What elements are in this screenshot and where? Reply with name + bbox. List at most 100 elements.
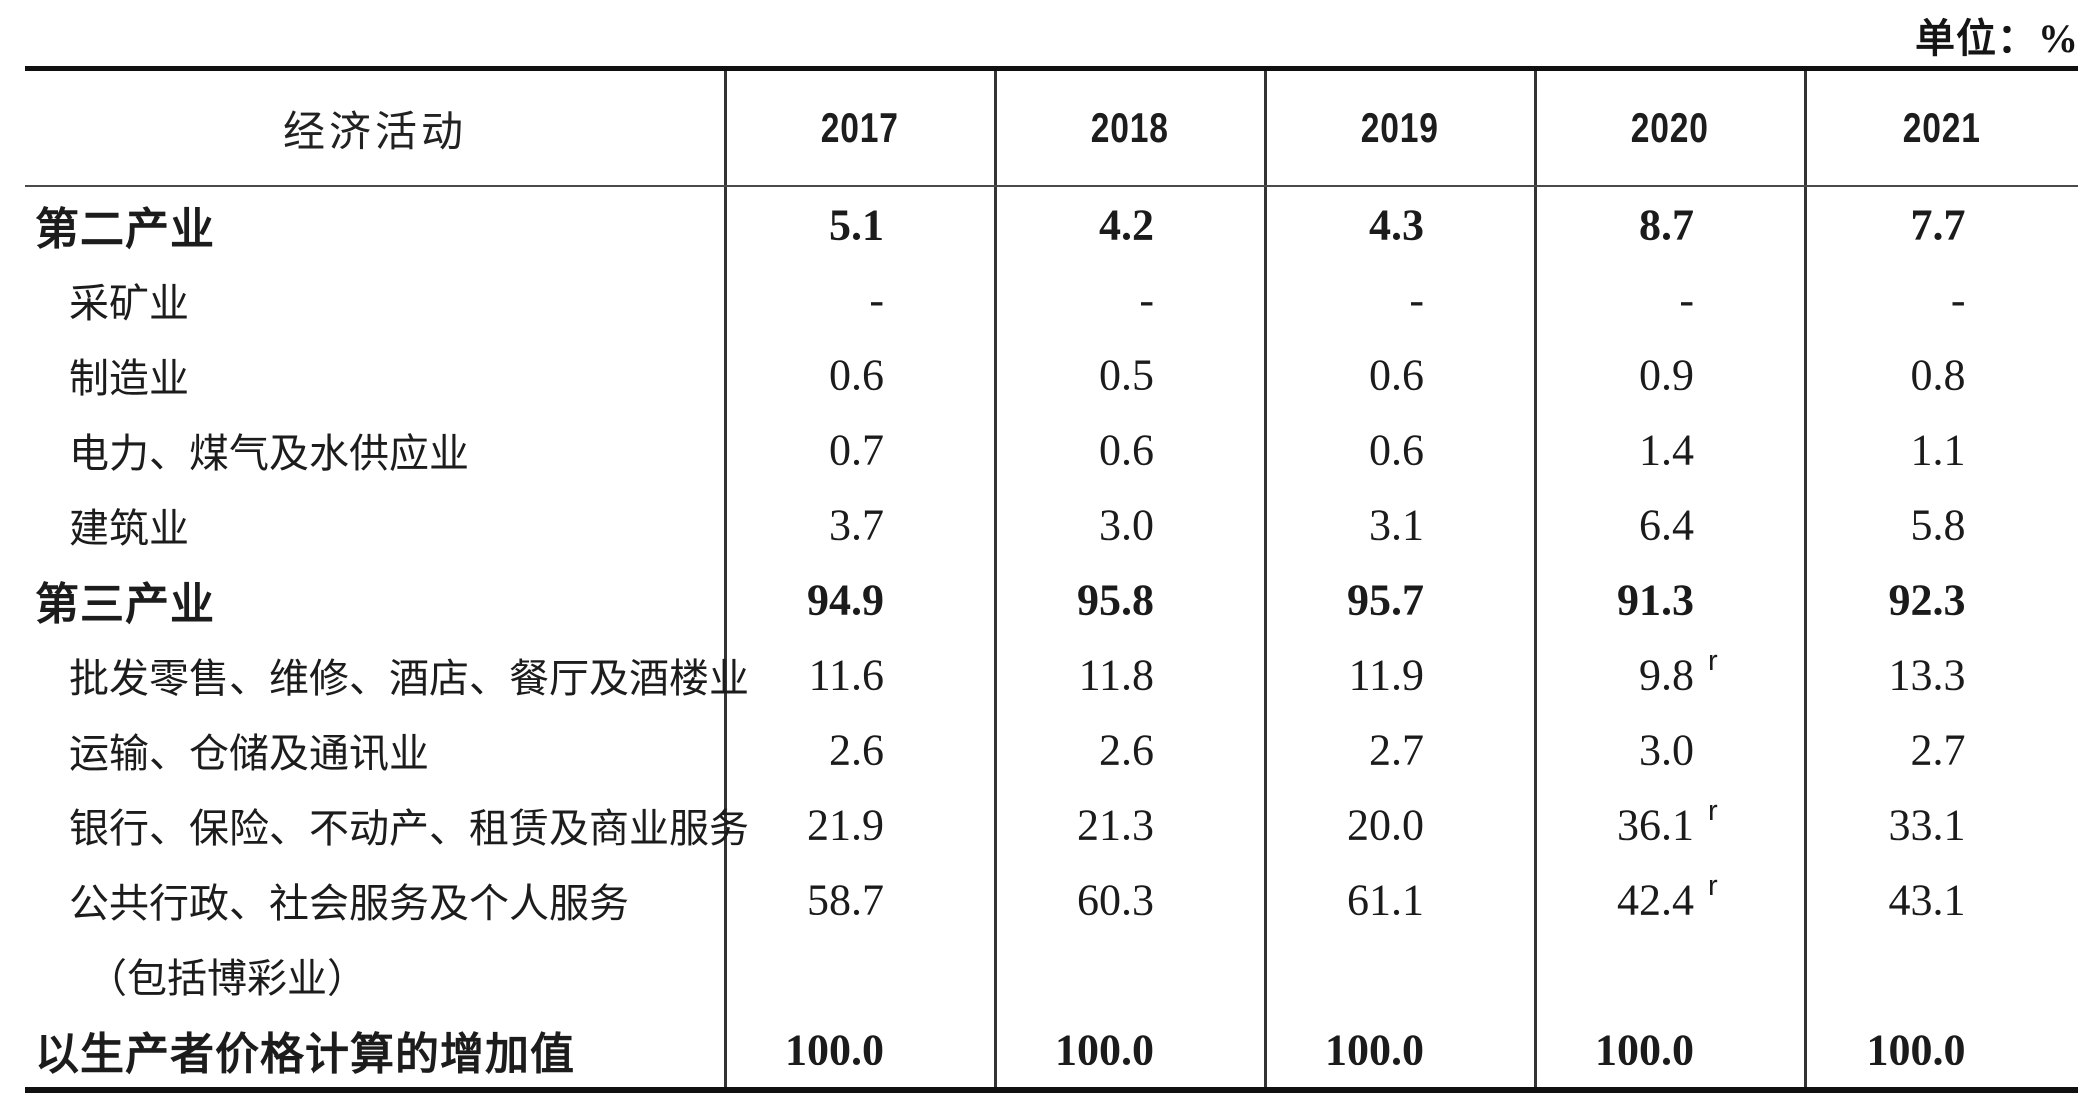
revised-marker: r xyxy=(1708,870,1718,902)
column-divider xyxy=(1804,71,1807,1087)
value-cell: 33.1 xyxy=(1805,787,2078,862)
value: 9.8 xyxy=(1639,650,1694,699)
value-cell: 11.8 xyxy=(995,637,1265,712)
value-cell: 58.7 xyxy=(725,862,995,937)
value-cell: - xyxy=(1265,262,1535,337)
value: 0.5 xyxy=(1099,350,1154,399)
value-cell: - xyxy=(1805,262,2078,337)
value: 5.8 xyxy=(1910,500,1966,549)
value: 100.0 xyxy=(1055,1025,1154,1074)
table-row: （包括博彩业） xyxy=(25,937,2078,1012)
value: 61.1 xyxy=(1347,875,1424,924)
value: 2.7 xyxy=(1910,725,1966,774)
value: 92.3 xyxy=(1888,575,1966,624)
value-cell: - xyxy=(995,262,1265,337)
table-row: 建筑业 3.7 3.0 3.1 6.4 5.8 xyxy=(25,487,2078,562)
value-cell: 11.6 xyxy=(725,637,995,712)
value: - xyxy=(1679,275,1694,324)
value-cell: 2.6 xyxy=(995,712,1265,787)
year-header-label: 2017 xyxy=(821,104,899,151)
value-cell: 100.0 xyxy=(1535,1012,1805,1087)
table-row: 电力、煤气及水供应业 0.7 0.6 0.6 1.4 1.1 xyxy=(25,412,2078,487)
value: - xyxy=(1139,275,1154,324)
row-label-cell: 银行、保险、不动产、租赁及商业服务 xyxy=(25,787,749,862)
value: 6.4 xyxy=(1639,500,1694,549)
value-cell: 91.3 xyxy=(1535,562,1805,637)
statistics-table: 经济活动 2017 2018 2019 2020 2021 第二产业 5.1 4.… xyxy=(25,66,2078,1093)
value: 0.6 xyxy=(1099,425,1154,474)
value-cell: 0.5 xyxy=(995,337,1265,412)
value-cell: 0.7 xyxy=(725,412,995,487)
value-cell: - xyxy=(1535,262,1805,337)
row-label: 公共行政、社会服务及个人服务 xyxy=(69,880,629,926)
activity-header-label: 经济活动 xyxy=(282,107,467,155)
value: 2.7 xyxy=(1369,725,1424,774)
row-label: 制造业 xyxy=(69,355,189,401)
value: 13.3 xyxy=(1888,650,1966,699)
value: 94.9 xyxy=(807,575,884,624)
value: 42.4 xyxy=(1617,875,1694,924)
value-cell: 4.2 xyxy=(995,187,1265,262)
column-divider xyxy=(994,71,997,1087)
value-cell: 0.6 xyxy=(995,412,1265,487)
value-cell: 4.3 xyxy=(1265,187,1535,262)
row-label-cell: 以生产者价格计算的增加值 xyxy=(25,1012,725,1087)
value-cell: 5.1 xyxy=(725,187,995,262)
row-label: 第二产业 xyxy=(35,204,215,254)
year-header-label: 2019 xyxy=(1361,104,1439,151)
row-label-cell: 批发零售、维修、酒店、餐厅及酒楼业 xyxy=(25,637,749,712)
value-cell: 92.3 xyxy=(1805,562,2078,637)
table-body: 第二产业 5.1 4.2 4.3 8.7 7.7 采矿业 - - - - - 制造业 0.6 0.… xyxy=(25,187,2078,1087)
value: 0.6 xyxy=(1369,350,1424,399)
row-label-cell: 第二产业 xyxy=(25,187,725,262)
table-row: 以生产者价格计算的增加值 100.0 100.0 100.0 100.0 100.0 xyxy=(25,1012,2078,1087)
row-label-cell: 采矿业 xyxy=(25,262,725,337)
revised-marker: r xyxy=(1708,645,1718,677)
table-row: 银行、保险、不动产、租赁及商业服务 21.9 21.3 20.0 36.1 r 33.1 xyxy=(25,787,2078,862)
value-cell: 6.4 xyxy=(1535,487,1805,562)
row-label-cell: 第三产业 xyxy=(25,562,725,637)
table-row: 第三产业 94.9 95.8 95.7 91.3 92.3 xyxy=(25,562,2078,637)
value: 58.7 xyxy=(807,875,884,924)
value-cell xyxy=(1265,937,1535,1012)
value: 100.0 xyxy=(1325,1025,1424,1074)
value-cell: 36.1 r xyxy=(1535,787,1805,862)
column-divider xyxy=(1264,71,1267,1087)
row-label-cell: 运输、仓储及通讯业 xyxy=(25,712,725,787)
value: 3.0 xyxy=(1099,500,1154,549)
row-label: 批发零售、维修、酒店、餐厅及酒楼业 xyxy=(69,655,749,701)
year-header-label: 2018 xyxy=(1091,104,1169,151)
value: 7.7 xyxy=(1910,200,1966,249)
value: - xyxy=(1409,275,1424,324)
value: 11.9 xyxy=(1348,650,1424,699)
value: 3.7 xyxy=(829,500,884,549)
table-header-row: 经济活动 2017 2018 2019 2020 2021 xyxy=(25,71,2078,187)
year-column-header: 2017 xyxy=(725,71,995,185)
value: 100.0 xyxy=(1595,1025,1694,1074)
table-row: 公共行政、社会服务及个人服务 58.7 60.3 61.1 42.4 r 43.1 xyxy=(25,862,2078,937)
value-cell: 0.9 xyxy=(1535,337,1805,412)
year-column-header: 2019 xyxy=(1265,71,1535,185)
year-column-header: 2021 xyxy=(1805,71,2078,185)
value: 11.8 xyxy=(1078,650,1154,699)
value-cell: 3.1 xyxy=(1265,487,1535,562)
value: 0.6 xyxy=(1369,425,1424,474)
row-label: 运输、仓储及通讯业 xyxy=(69,730,429,776)
value: 4.2 xyxy=(1099,200,1154,249)
value: 1.4 xyxy=(1639,425,1694,474)
row-label-cell: 制造业 xyxy=(25,337,725,412)
column-divider xyxy=(724,71,727,1087)
value-cell: 94.9 xyxy=(725,562,995,637)
value: - xyxy=(869,275,884,324)
value-cell: 61.1 xyxy=(1265,862,1535,937)
row-label: 电力、煤气及水供应业 xyxy=(69,430,469,476)
value-cell: 21.3 xyxy=(995,787,1265,862)
revised-marker: r xyxy=(1708,795,1718,827)
year-column-header: 2020 xyxy=(1535,71,1805,185)
value: 43.1 xyxy=(1888,875,1966,924)
row-label: （包括博彩业） xyxy=(87,955,367,1001)
value-cell: 9.8 r xyxy=(1535,637,1805,712)
table-row: 运输、仓储及通讯业 2.6 2.6 2.7 3.0 2.7 xyxy=(25,712,2078,787)
value-cell: 0.6 xyxy=(1265,337,1535,412)
row-label: 银行、保险、不动产、租赁及商业服务 xyxy=(69,805,749,851)
